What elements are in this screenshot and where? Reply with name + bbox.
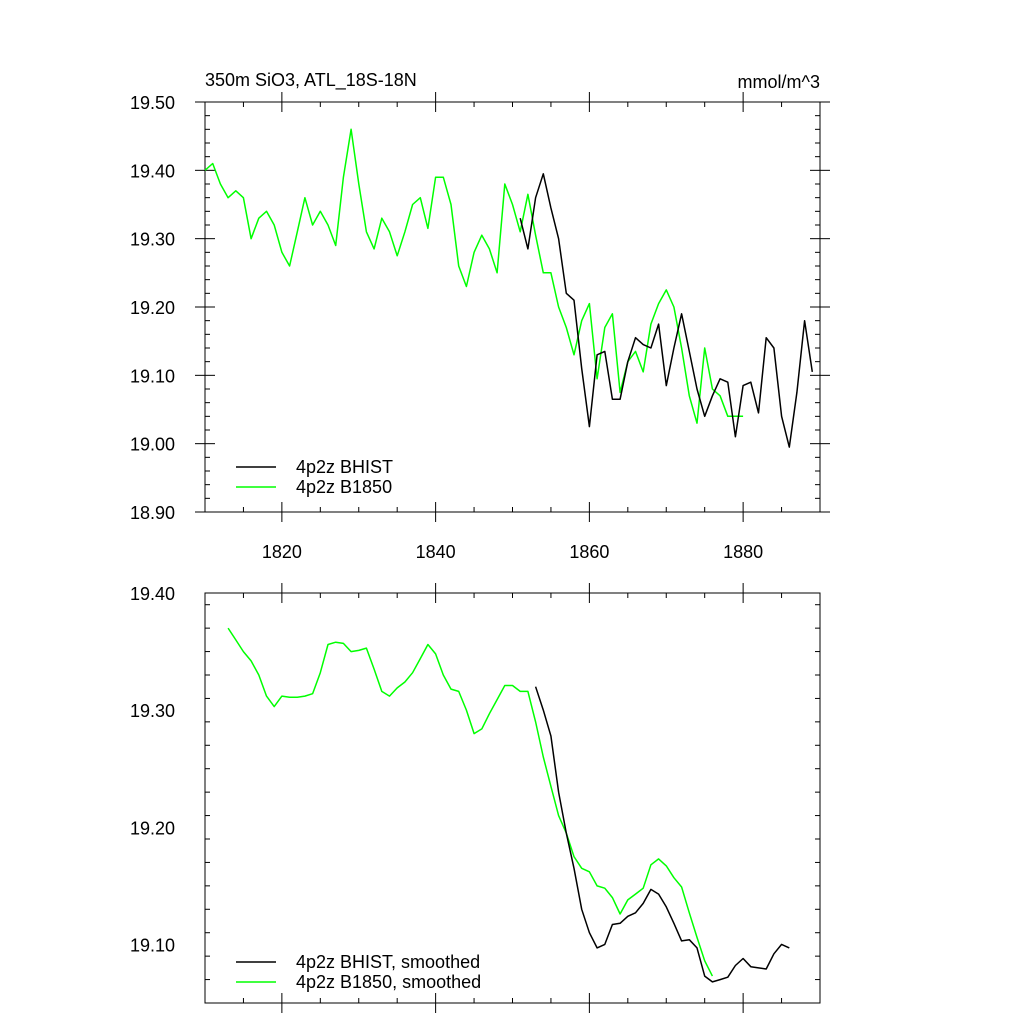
- axis-ticks: 19.10 19.20 19.30 19.40: [130, 583, 821, 1013]
- bottom-panel: 19.10 19.20 19.30 19.40 4p2z BHIST, smoothe…: [130, 583, 821, 1013]
- x-tick-label: 1880: [723, 542, 763, 562]
- x-tick-label: 1860: [569, 542, 609, 562]
- x-tick-label: 1840: [416, 542, 456, 562]
- series-line-b1850: [227, 627, 714, 977]
- y-tick-label: 18.90: [130, 503, 175, 523]
- axis-ticks: 1820 1840 1860 1880 18.90 19.00 19.10 19.20 19.3…: [130, 92, 830, 562]
- units-label: mmol/m^3: [738, 72, 820, 92]
- y-tick-label: 19.10: [130, 366, 175, 386]
- legend-label: 4p2z BHIST, smoothed: [296, 952, 480, 972]
- series-line-bhist: [519, 173, 814, 448]
- y-tick-label: 19.20: [130, 298, 175, 318]
- y-tick-label: 19.40: [130, 584, 175, 604]
- y-tick-label: 19.40: [130, 161, 175, 181]
- y-tick-label: 19.30: [130, 701, 175, 721]
- y-tick-label: 19.50: [130, 93, 175, 113]
- legend-label: 4p2z B1850, smoothed: [296, 972, 481, 992]
- plot-frame: [204, 592, 821, 1004]
- series-group: [227, 627, 790, 983]
- plot-frame: [204, 101, 821, 513]
- top-panel: 350m SiO3, ATL_18S-18N mmol/m^3 1820 1840…: [130, 70, 830, 562]
- y-tick-label: 19.20: [130, 818, 175, 838]
- chart-title: 350m SiO3, ATL_18S-18N: [205, 70, 417, 91]
- series-line-bhist: [534, 686, 790, 983]
- y-tick-label: 19.10: [130, 935, 175, 955]
- x-tick-label: 1820: [262, 542, 302, 562]
- y-tick-label: 19.00: [130, 435, 175, 455]
- legend-label: 4p2z BHIST: [296, 457, 393, 477]
- y-tick-label: 19.30: [130, 230, 175, 250]
- legend-label: 4p2z B1850: [296, 477, 392, 497]
- series-line-b1850: [204, 128, 744, 424]
- series-group: [204, 128, 814, 448]
